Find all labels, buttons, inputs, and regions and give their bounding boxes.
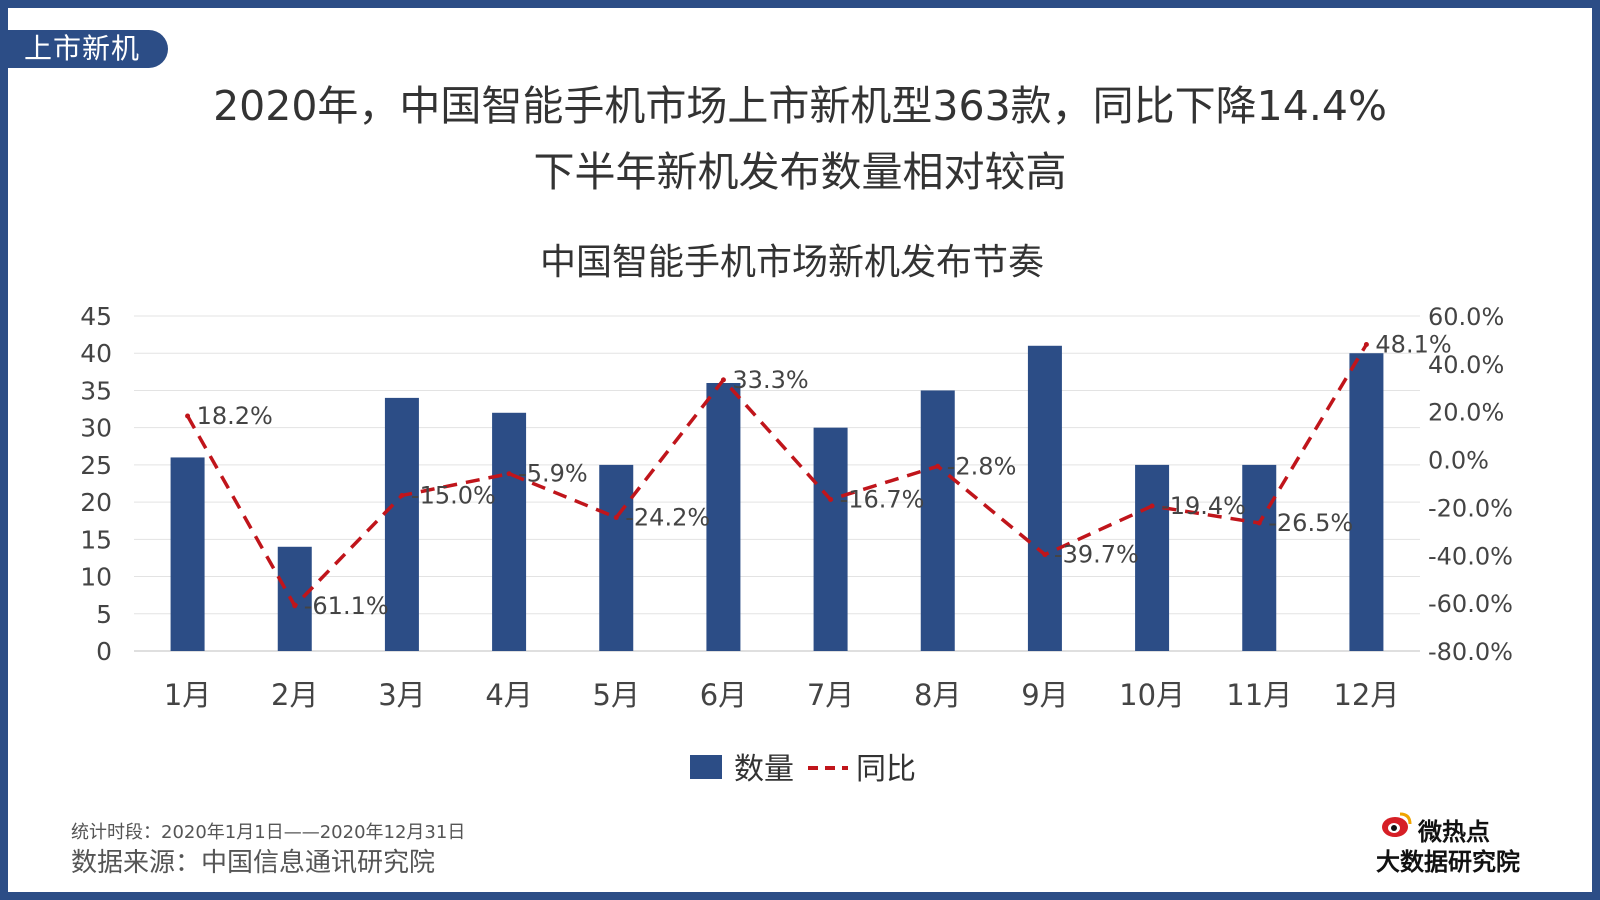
bar [920, 390, 955, 651]
data-source: 数据来源：中国信息通讯研究院 [71, 848, 436, 878]
yoy-data-label: -24.2% [625, 503, 710, 531]
yoy-point [935, 463, 941, 469]
x-tick-label: 10月 [1119, 678, 1185, 712]
yoy-data-label: -5.9% [518, 460, 588, 488]
y-right-tick-label: -40.0% [1428, 542, 1513, 570]
yoy-point [1256, 520, 1262, 526]
y-left-tick-label: 15 [80, 525, 112, 554]
y-left-tick-label: 0 [96, 637, 112, 666]
yoy-data-label: -61.1% [304, 592, 389, 620]
bar [277, 546, 312, 651]
x-tick-label: 4月 [485, 678, 532, 712]
bar [1242, 464, 1277, 651]
x-tick-label: 1月 [164, 678, 211, 712]
statistics-period: 统计时段：2020年1月1日——2020年12月31日 [71, 822, 466, 843]
x-tick-label: 8月 [914, 678, 961, 712]
x-tick-label: 11月 [1226, 678, 1292, 712]
legend-label-count: 数量 [734, 752, 794, 787]
y-left-tick-label: 40 [80, 339, 112, 368]
bar [1135, 464, 1170, 651]
x-tick-label: 7月 [807, 678, 854, 712]
y-right-tick-label: -60.0% [1428, 590, 1513, 618]
weibo-eye-icon [1382, 812, 1412, 837]
yoy-data-label: 33.3% [732, 366, 808, 394]
bar [1349, 353, 1384, 651]
yoy-data-label: -16.7% [840, 486, 925, 514]
yoy-point [506, 471, 512, 477]
yoy-point [613, 514, 619, 520]
x-tick-label: 3月 [378, 678, 425, 712]
yoy-point [828, 497, 834, 503]
y-right-tick-label: 40.0% [1428, 351, 1504, 379]
yoy-data-label: -2.8% [947, 452, 1017, 480]
y-right-tick-label: 20.0% [1428, 399, 1504, 427]
y-right-tick-label: -80.0% [1428, 638, 1513, 666]
y-left-tick-label: 30 [80, 414, 112, 443]
yoy-data-label: 18.2% [197, 402, 273, 430]
y-left-tick-label: 45 [80, 302, 112, 331]
y-left-tick-label: 35 [80, 376, 112, 405]
logo-text-secondary: 大数据研究院 [1376, 848, 1520, 876]
yoy-data-label: -26.5% [1268, 509, 1353, 537]
y-left-tick-label: 10 [80, 563, 112, 592]
bar [492, 412, 527, 651]
yoy-data-label: -15.0% [411, 481, 496, 509]
bar [384, 397, 419, 651]
y-right-tick-label: 60.0% [1428, 303, 1504, 331]
y-left-tick-label: 20 [80, 488, 112, 517]
y-left-tick-label: 5 [96, 600, 112, 629]
bar [170, 457, 205, 651]
y-left-tick-label: 25 [80, 451, 112, 480]
yoy-point [399, 492, 405, 498]
x-tick-label: 2月 [271, 678, 318, 712]
yoy-point [1363, 341, 1369, 347]
headline-line-1: 2020年，中国智能手机市场上市新机型363款，同比下降14.4% [213, 82, 1387, 130]
yoy-point [720, 377, 726, 383]
yoy-data-label: -39.7% [1054, 541, 1139, 569]
x-tick-label: 12月 [1333, 678, 1399, 712]
section-tag: 上市新机 [8, 30, 169, 68]
bar [1027, 345, 1062, 651]
y-right-tick-label: -20.0% [1428, 494, 1513, 522]
yoy-data-label: 48.1% [1375, 330, 1451, 358]
bar [706, 383, 741, 651]
x-tick-label: 9月 [1021, 678, 1068, 712]
legend-label-yoy: 同比 [856, 752, 916, 787]
combo-chart: 中国智能手机市场新机发布节奏 0 5 10 15 20 25 30 35 40 45 -80.0% -6… [80, 242, 1513, 787]
legend-swatch-count [690, 755, 722, 779]
yoy-point [1149, 503, 1155, 509]
bar [599, 464, 634, 651]
chart-title: 中国智能手机市场新机发布节奏 [540, 242, 1044, 283]
yoy-data-label: -19.4% [1161, 492, 1246, 520]
y-right-tick-label: 0.0% [1428, 447, 1489, 475]
x-tick-label: 6月 [700, 678, 747, 712]
yoy-line [186, 343, 1368, 609]
brand-logo: 微热点 大数据研究院 [1376, 808, 1556, 876]
yoy-point [185, 413, 191, 419]
slide: 上市新机 2020年，中国智能手机市场上市新机型363款，同比下降14.4% 下… [8, 8, 1592, 892]
x-tick-label: 5月 [593, 678, 640, 712]
logo-text-primary: 微热点 [1418, 818, 1490, 846]
bar [813, 427, 848, 651]
headline-line-2: 下半年新机发布数量相对较高 [533, 148, 1067, 196]
yoy-point [292, 603, 298, 609]
yoy-point [1042, 552, 1048, 558]
